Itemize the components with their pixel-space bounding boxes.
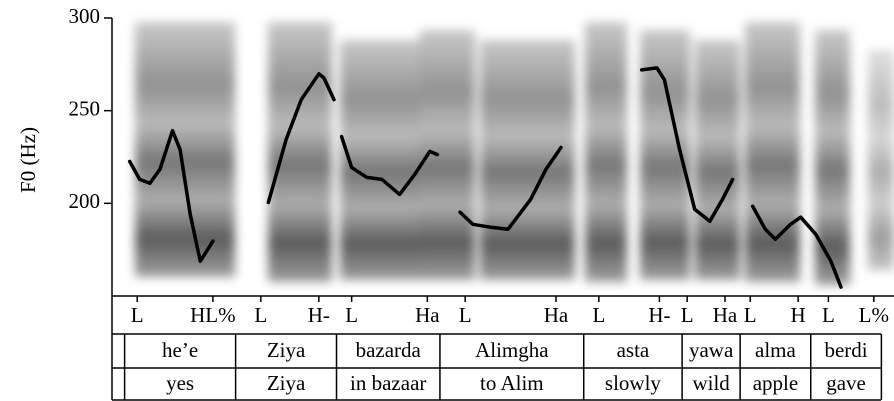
word-label: Ziya bbox=[267, 338, 306, 362]
f0-contour bbox=[127, 66, 843, 289]
gloss-label: in bazaar bbox=[350, 371, 426, 395]
y-tick-label: 300 bbox=[69, 4, 101, 28]
tone-label: HL% bbox=[190, 303, 236, 327]
gloss-label: apple bbox=[753, 371, 798, 395]
word-label: he’e bbox=[162, 338, 198, 362]
tone-label: L bbox=[822, 303, 835, 327]
word-label: berdi bbox=[824, 338, 867, 362]
tone-label: L bbox=[254, 303, 267, 327]
gloss-label: yes bbox=[166, 371, 194, 395]
tone-label: H- bbox=[648, 303, 670, 327]
y-tick-label: 200 bbox=[69, 189, 101, 213]
word-label: Alimgha bbox=[475, 338, 549, 362]
gloss-label: wild bbox=[692, 371, 730, 395]
tone-label: L bbox=[131, 303, 144, 327]
tone-label: Ha bbox=[544, 303, 569, 327]
tone-label: Ha bbox=[713, 303, 738, 327]
gloss-label: gave bbox=[826, 371, 866, 395]
tone-label: L% bbox=[859, 303, 889, 327]
y-tick-label: 250 bbox=[69, 96, 101, 120]
tone-label: H bbox=[791, 303, 806, 327]
tone-label: L bbox=[345, 303, 358, 327]
spectrogram bbox=[135, 22, 894, 285]
tone-label: L bbox=[681, 303, 694, 327]
word-label: bazarda bbox=[356, 338, 422, 362]
word-label: yawa bbox=[689, 338, 734, 362]
y-axis-label: F0 (Hz) bbox=[16, 127, 40, 193]
word-label: alma bbox=[755, 338, 796, 362]
gloss-label: Ziya bbox=[267, 371, 306, 395]
gloss-label: slowly bbox=[605, 371, 662, 395]
gloss-label: to Alim bbox=[480, 371, 544, 395]
tone-label: L bbox=[459, 303, 472, 327]
word-label: asta bbox=[617, 338, 650, 362]
tone-label: Ha bbox=[415, 303, 440, 327]
tone-label: H- bbox=[308, 303, 330, 327]
tone-label: L bbox=[744, 303, 757, 327]
tone-label: L bbox=[592, 303, 605, 327]
